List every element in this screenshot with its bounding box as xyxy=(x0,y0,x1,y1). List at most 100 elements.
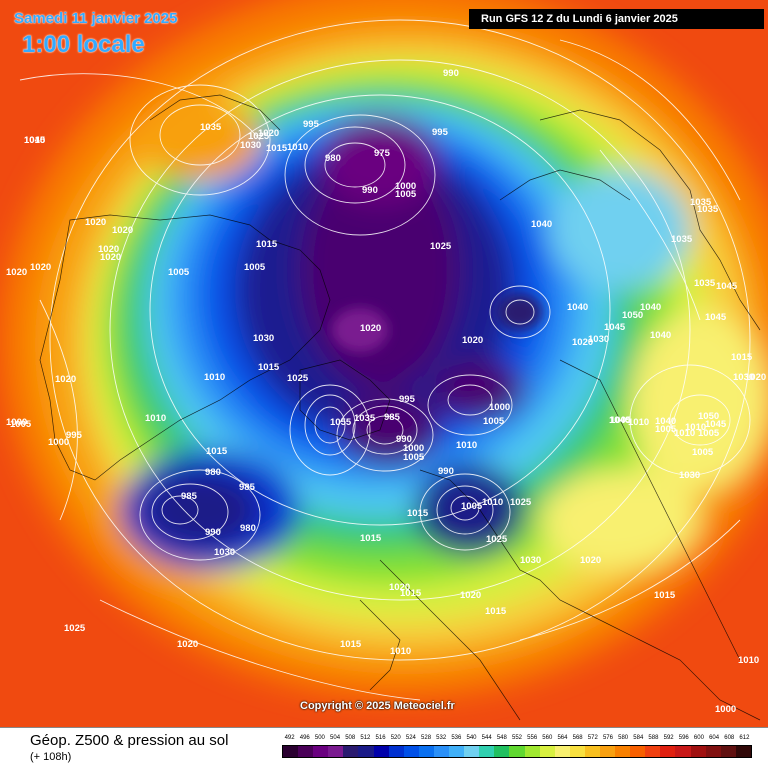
pressure-label: 990 xyxy=(362,185,378,196)
pressure-label: 1020 xyxy=(112,225,133,236)
scale-label: 568 xyxy=(572,735,583,741)
pressure-label: 1025 xyxy=(248,131,270,142)
scale-swatch xyxy=(418,746,434,757)
pressure-label: 1010 xyxy=(204,372,225,383)
scale-swatch xyxy=(705,746,721,757)
scale-label: 596 xyxy=(678,735,689,741)
scale-swatch xyxy=(388,746,404,757)
scale-labels: 492 496 500 504 508 512 516 520 524 528 532 536 540 5… xyxy=(282,735,752,745)
pressure-label: 1015 xyxy=(258,362,280,373)
forecast-offset: (+ 108h) xyxy=(30,751,72,763)
scale-label: 508 xyxy=(345,735,356,741)
scale-swatch xyxy=(584,746,600,757)
pressure-label: 1010 xyxy=(456,440,477,451)
pressure-label: 1010 xyxy=(628,417,649,428)
pressure-label: 1010 xyxy=(287,142,308,153)
pressure-label: 1020 xyxy=(177,639,198,650)
scale-swatch xyxy=(615,746,631,757)
scale-label: 496 xyxy=(299,735,310,741)
pressure-label: 990 xyxy=(438,466,454,477)
pressure-label: 980 xyxy=(325,153,341,164)
pressure-label: 1020 xyxy=(85,217,106,228)
scale-label: 604 xyxy=(709,735,720,741)
geopotential-field xyxy=(0,0,768,700)
pressure-label: 975 xyxy=(374,148,391,159)
pressure-label: 1020 xyxy=(462,335,483,346)
pressure-label: 1040 xyxy=(531,219,552,230)
pressure-label: 1040 xyxy=(640,302,661,313)
scale-swatch xyxy=(690,746,706,757)
pressure-label: 1005 xyxy=(10,419,32,430)
pressure-label: 1005 xyxy=(692,447,714,458)
pressure-label: 985 xyxy=(384,412,401,423)
pressure-label: 1030 xyxy=(253,333,274,344)
pressure-label: 1015 xyxy=(731,352,753,363)
pressure-label: 1045 xyxy=(604,322,626,333)
scale-label: 592 xyxy=(663,735,674,741)
pressure-label: 1015 xyxy=(485,606,507,617)
pressure-label: 1035 xyxy=(697,204,719,215)
pressure-label: 1005 xyxy=(610,415,632,426)
scale-label: 492 xyxy=(284,735,295,741)
pressure-label: 1020 xyxy=(258,128,279,139)
pressure-label: 1030 xyxy=(733,372,754,383)
color-scale xyxy=(282,745,752,758)
pressure-label: 1030 xyxy=(679,470,700,481)
scale-swatch xyxy=(358,746,374,757)
pressure-label: 1025 xyxy=(510,497,532,508)
pressure-label: 985 xyxy=(181,491,198,502)
pressure-label: 1030 xyxy=(588,334,609,345)
pressure-label: 1005 xyxy=(698,428,720,439)
copyright: Copyright © 2025 Meteociel.fr xyxy=(300,700,455,712)
pressure-label: 995 xyxy=(303,119,320,130)
pressure-label: 1040 xyxy=(650,330,671,341)
scale-label: 552 xyxy=(511,735,523,741)
pressure-label: 1025 xyxy=(486,534,508,545)
scale-label: 512 xyxy=(360,735,371,741)
pressure-label: 1015 xyxy=(340,639,362,650)
pressure-label: 990 xyxy=(396,434,412,445)
pressure-label: 1000 xyxy=(715,704,736,715)
pressure-label: 1015 xyxy=(654,590,676,601)
pressure-label: 1040 xyxy=(609,415,630,426)
scale-swatch xyxy=(494,746,510,757)
pressure-label: 1035 xyxy=(671,234,693,245)
pressure-label: 1015 xyxy=(266,143,288,154)
pressure-label: 1025 xyxy=(64,623,86,634)
scale-swatch xyxy=(539,746,555,757)
low-cores xyxy=(332,294,542,352)
pressure-label: 1020 xyxy=(30,262,51,273)
scale-swatch xyxy=(554,746,570,757)
pressure-label: 1000 xyxy=(403,443,424,454)
pressure-label: 1040 xyxy=(655,416,676,427)
pressure-label: 1045 xyxy=(705,419,727,430)
forecast-date: Samedi 11 janvier 2025 xyxy=(14,10,178,27)
pressure-label: 1015 xyxy=(407,508,429,519)
scale-label: 556 xyxy=(527,735,538,741)
scale-swatch xyxy=(283,746,299,757)
pressure-label: 985 xyxy=(239,482,256,493)
pressure-label: 1020 xyxy=(460,590,481,601)
pressure-label: 1000 xyxy=(489,402,510,413)
pressure-label: 1005 xyxy=(461,501,483,512)
scale-swatch xyxy=(343,746,359,757)
scale-swatch xyxy=(524,746,540,757)
pressure-label: 980 xyxy=(240,523,256,534)
scale-label: 608 xyxy=(724,735,735,741)
pressure-label: 1020 xyxy=(745,372,766,383)
pressure-label: 1010 xyxy=(738,655,759,666)
legend-footer: Géop. Z500 & pression au sol (+ 108h) 49… xyxy=(0,727,768,769)
pressure-label: 980 xyxy=(205,467,221,478)
scale-swatch xyxy=(630,746,646,757)
pressure-label: 1010 xyxy=(390,646,411,657)
pressure-label: 1005 xyxy=(483,416,505,427)
pressure-label: 1000 xyxy=(48,437,69,448)
pressure-label: 1010 xyxy=(674,428,695,439)
scale-swatch xyxy=(569,746,585,757)
pressure-label: 1045 xyxy=(705,312,727,323)
pressure-label: 995 xyxy=(399,394,416,405)
pressure-label: 1005 xyxy=(168,267,190,278)
pressure-label: 1005 xyxy=(395,189,417,200)
